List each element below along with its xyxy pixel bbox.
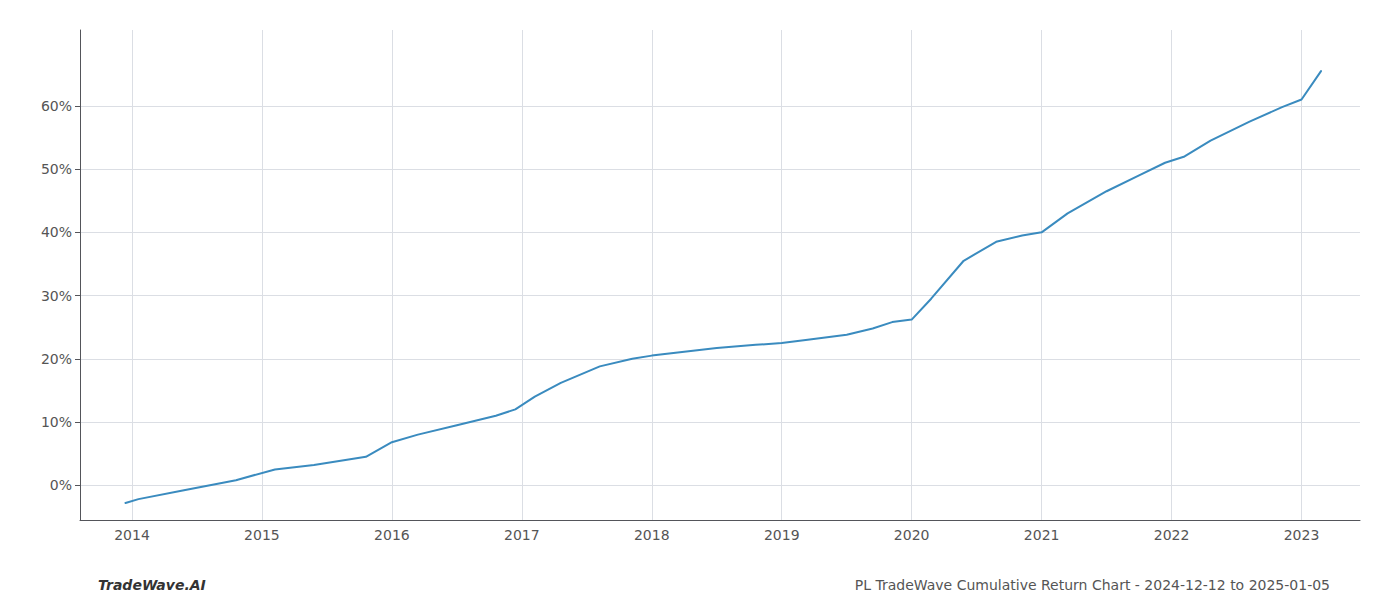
svg-text:60%: 60%: [41, 98, 72, 114]
svg-text:40%: 40%: [41, 224, 72, 240]
svg-text:2019: 2019: [764, 527, 800, 543]
svg-text:2023: 2023: [1284, 527, 1320, 543]
svg-text:2016: 2016: [374, 527, 410, 543]
svg-text:PL TradeWave Cumulative Return: PL TradeWave Cumulative Return Chart - 2…: [855, 577, 1330, 593]
svg-text:10%: 10%: [41, 414, 72, 430]
svg-text:2017: 2017: [504, 527, 540, 543]
svg-text:0%: 0%: [50, 477, 72, 493]
svg-text:20%: 20%: [41, 351, 72, 367]
svg-text:50%: 50%: [41, 161, 72, 177]
svg-text:2021: 2021: [1024, 527, 1060, 543]
svg-text:2018: 2018: [634, 527, 670, 543]
svg-text:TradeWave.AI: TradeWave.AI: [98, 577, 206, 593]
svg-text:2015: 2015: [244, 527, 280, 543]
svg-text:2014: 2014: [114, 527, 150, 543]
svg-text:30%: 30%: [41, 288, 72, 304]
svg-text:2020: 2020: [894, 527, 930, 543]
svg-text:2022: 2022: [1154, 527, 1190, 543]
